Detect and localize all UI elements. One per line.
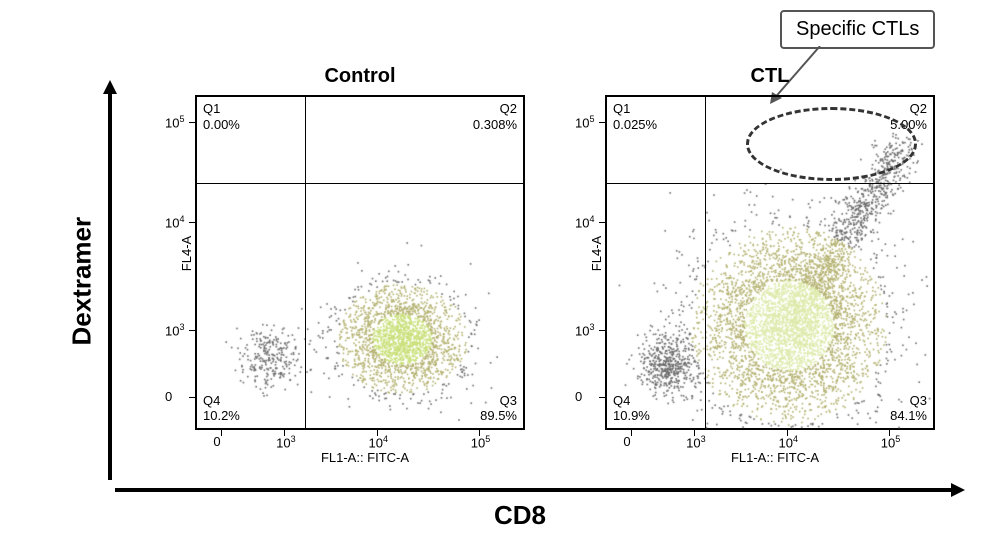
x-tick: 103 (276, 434, 295, 450)
q3-percent: 89.5% (480, 408, 517, 424)
x-tick: 105 (471, 434, 490, 450)
q4-percent: 10.2% (203, 408, 240, 424)
y-axis-label: Dextramer (67, 186, 98, 346)
quad-q3-ctl: Q3 84.1% (890, 393, 927, 424)
q2-name: Q2 (910, 101, 927, 116)
y-inner-label-control: FL4-A (179, 236, 194, 271)
x-inner-label-control: FL1-A:: FITC-A (295, 450, 435, 465)
highlight-ellipse-q2 (746, 107, 918, 181)
quad-q1-control: Q1 0.00% (203, 101, 240, 132)
density-plot-control (197, 97, 527, 432)
x-tick: 104 (369, 434, 388, 450)
x-axis-label: CD8 (440, 500, 600, 531)
quad-q2-control: Q2 0.308% (473, 101, 517, 132)
y-inner-label-ctl: FL4-A (589, 236, 604, 271)
q3-percent: 84.1% (890, 408, 927, 424)
quad-hline-control (197, 183, 523, 184)
quad-vline-ctl (705, 97, 706, 428)
q1-percent: 0.00% (203, 117, 240, 133)
figure-container: Dextramer CD8 Specific CTLs Control Q1 0… (40, 10, 960, 540)
q3-name: Q3 (910, 393, 927, 408)
x-tick: 0 (213, 434, 220, 449)
callout-specific-ctls: Specific CTLs (780, 10, 935, 49)
quad-q4-ctl: Q4 10.9% (613, 393, 650, 424)
panel-title-control: Control (310, 65, 410, 88)
x-axis-arrow (115, 480, 965, 500)
q1-percent: 0.025% (613, 117, 657, 133)
quad-q1-ctl: Q1 0.025% (613, 101, 657, 132)
x-tick: 103 (686, 434, 705, 450)
quad-q4-control: Q4 10.2% (203, 393, 240, 424)
x-tick: 0 (623, 434, 630, 449)
y-axis-arrow (100, 80, 120, 480)
q4-name: Q4 (203, 393, 220, 408)
q4-name: Q4 (613, 393, 630, 408)
q1-name: Q1 (613, 101, 630, 116)
q4-percent: 10.9% (613, 408, 650, 424)
x-inner-label-ctl: FL1-A:: FITC-A (705, 450, 845, 465)
quad-q3-control: Q3 89.5% (480, 393, 517, 424)
flow-plot-ctl: Q1 0.025% Q2 5.00% Q3 84.1% Q4 10.9% FL4… (605, 95, 935, 430)
flow-plot-control: Q1 0.00% Q2 0.308% Q3 89.5% Q4 10.2% FL4… (195, 95, 525, 430)
q2-percent: 0.308% (473, 117, 517, 133)
q1-name: Q1 (203, 101, 220, 116)
q3-name: Q3 (500, 393, 517, 408)
panel-title-ctl: CTL (740, 65, 800, 88)
x-tick: 105 (881, 434, 900, 450)
x-tick: 104 (779, 434, 798, 450)
quad-vline-control (305, 97, 306, 428)
quad-hline-ctl (607, 183, 933, 184)
q2-name: Q2 (500, 101, 517, 116)
